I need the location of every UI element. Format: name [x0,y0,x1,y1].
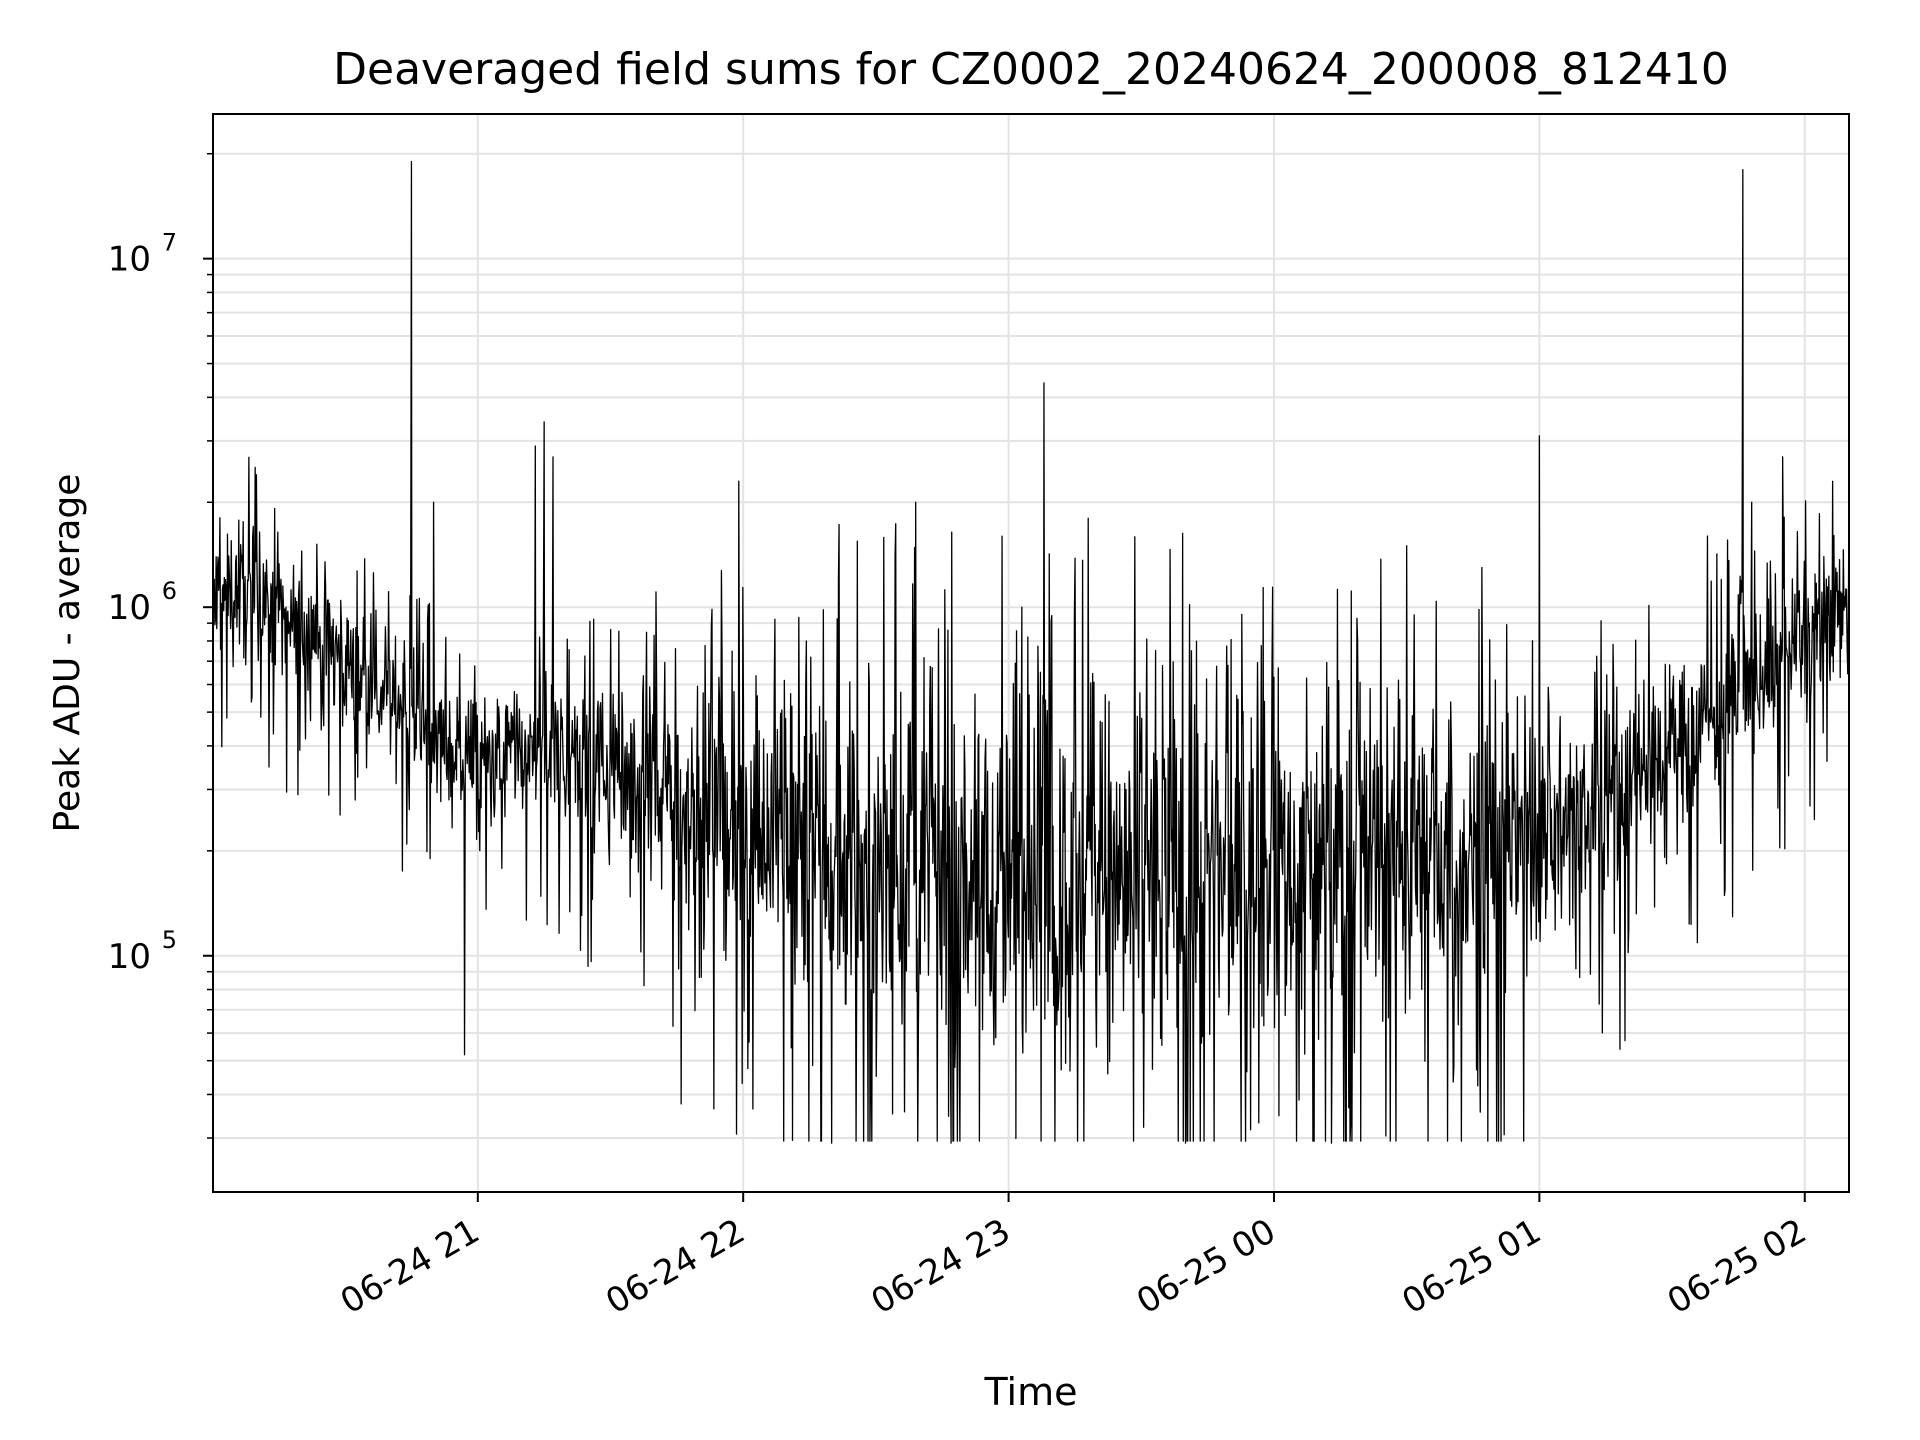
x-axis-label: Time [984,1370,1078,1414]
chart-title: Deaveraged field sums for CZ0002_2024062… [333,44,1729,95]
y-tick-label: 10 [108,240,151,280]
y-tick-label: 10 [108,588,151,628]
y-tick-label: 10 [108,937,151,977]
grid [213,114,1849,1192]
series-line [212,160,1850,1144]
y-tick-exponent: 7 [162,229,177,257]
y-axis-label: Peak ADU - average [47,474,88,833]
series-layer [212,160,1850,1144]
plot-frame [212,113,1850,1193]
y-tick-exponent: 6 [162,577,177,605]
y-tick-exponent: 5 [162,926,177,954]
axes [212,113,1850,1193]
